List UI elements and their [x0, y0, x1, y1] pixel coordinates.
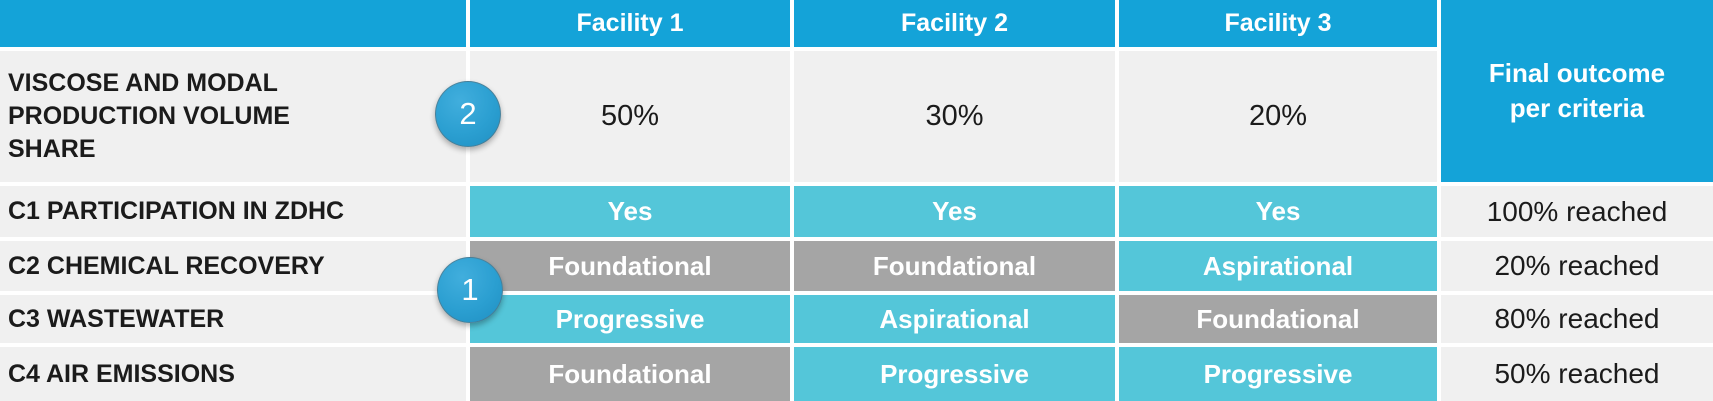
status-cell-c3-facility-1: Progressive: [470, 295, 790, 343]
status-cell-c3-facility-3: Foundational: [1119, 295, 1437, 343]
status-cell-c4-facility-2: Progressive: [794, 347, 1115, 401]
outcome-cell-c2: 20% reached: [1441, 241, 1713, 291]
criteria-label-c2: C2 CHEMICAL RECOVERY: [0, 241, 466, 291]
criteria-label-c3: C3 WASTEWATER: [0, 295, 466, 343]
status-cell-c1-facility-2: Yes: [794, 186, 1115, 237]
status-cell-c2-facility-1: Foundational: [470, 241, 790, 291]
status-cell-c2-facility-2: Foundational: [794, 241, 1115, 291]
status-cell-c1-facility-3: Yes: [1119, 186, 1437, 237]
criteria-label-c1: C1 PARTICIPATION IN ZDHC: [0, 186, 466, 237]
facility-2-header: Facility 2: [794, 0, 1115, 47]
outcome-cell-c3: 80% reached: [1441, 295, 1713, 343]
status-cell-c2-facility-3: Aspirational: [1119, 241, 1437, 291]
corner-header-cell: [0, 0, 466, 47]
outcome-cell-c1: 100% reached: [1441, 186, 1713, 237]
volume-share-value-facility-2: 30%: [794, 51, 1115, 182]
annotation-badge-1-label: 1: [461, 272, 479, 307]
status-cell-c4-facility-1: Foundational: [470, 347, 790, 401]
status-cell-c3-facility-2: Aspirational: [794, 295, 1115, 343]
facility-3-header: Facility 3: [1119, 0, 1437, 47]
annotation-badge-2-label: 2: [459, 96, 477, 131]
annotation-badge-1: 1: [437, 257, 503, 323]
criteria-label-c4: C4 AIR EMISSIONS: [0, 347, 466, 401]
annotation-badge-2: 2: [435, 81, 501, 147]
status-cell-c4-facility-3: Progressive: [1119, 347, 1437, 401]
facility-1-header: Facility 1: [470, 0, 790, 47]
volume-share-value-facility-3: 20%: [1119, 51, 1437, 182]
final-outcome-header: Final outcome per criteria: [1441, 0, 1713, 182]
volume-share-value-facility-1: 50%: [470, 51, 790, 182]
volume-share-label: VISCOSE AND MODAL PRODUCTION VOLUME SHAR…: [0, 51, 466, 182]
outcome-cell-c4: 50% reached: [1441, 347, 1713, 401]
status-cell-c1-facility-1: Yes: [470, 186, 790, 237]
